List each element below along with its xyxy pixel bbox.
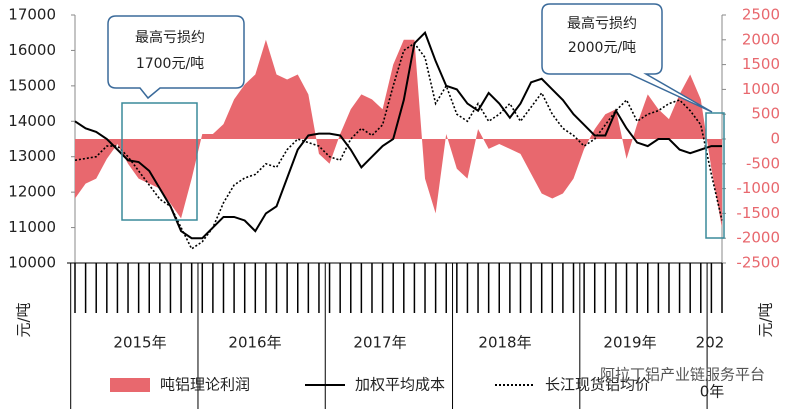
y2-tick-label: 1500 (742, 55, 780, 73)
y-tick-label: 17000 (8, 6, 56, 24)
y2-tick-label: -2500 (736, 254, 780, 272)
legend-label: 吨铝理论利润 (160, 376, 250, 394)
highlight-box (705, 112, 725, 239)
y-tick-label: 16000 (8, 41, 56, 59)
y2-tick-label: -2000 (736, 229, 780, 247)
callout (541, 3, 713, 113)
y-tick-label: 12000 (8, 183, 56, 201)
y-tick-label: 15000 (8, 76, 56, 94)
highlight-box (121, 102, 198, 221)
y2-tick-label: -500 (746, 154, 780, 172)
y2-tick-label: -1000 (736, 179, 780, 197)
legend-label: 长江现货铝均价 (545, 376, 650, 394)
y-tick-label: 10000 (8, 254, 56, 272)
annotation: 1700元/吨 (136, 56, 204, 72)
y2-tick-label: -1500 (736, 204, 780, 222)
legend-swatch (110, 378, 150, 392)
watermark: 阿拉丁铝产业链服务平台 (600, 366, 765, 384)
annotation: 最高亏损约 (567, 15, 637, 32)
year-label: 202 (696, 334, 725, 352)
y-tick-label: 13000 (8, 147, 56, 165)
legend-label: 加权平均成本 (355, 376, 445, 394)
profit-area (75, 39, 722, 229)
y-axis-label: 元/吨 (15, 302, 33, 337)
year-label: 2018年 (478, 334, 531, 352)
spot-price-line (74, 42, 723, 250)
year-label: 0年 (700, 383, 725, 401)
annotation: 最高亏损约 (135, 29, 205, 46)
y2-tick-label: 500 (751, 105, 780, 123)
y2-tick-label: 2500 (742, 6, 780, 24)
annotation: 2000元/吨 (568, 40, 636, 56)
y-tick-label: 11000 (8, 218, 56, 236)
y2-tick-label: 0 (770, 130, 780, 148)
y2-axis-label: 元/吨 (757, 302, 775, 337)
y2-tick-label: 1000 (742, 80, 780, 98)
y-tick-label: 14000 (8, 112, 56, 130)
year-label: 2019年 (603, 334, 656, 352)
year-label: 2016年 (228, 334, 281, 352)
callout (107, 15, 245, 100)
y2-tick-label: 2000 (742, 30, 780, 48)
year-label: 2015年 (113, 334, 166, 352)
year-label: 2017年 (353, 334, 406, 352)
